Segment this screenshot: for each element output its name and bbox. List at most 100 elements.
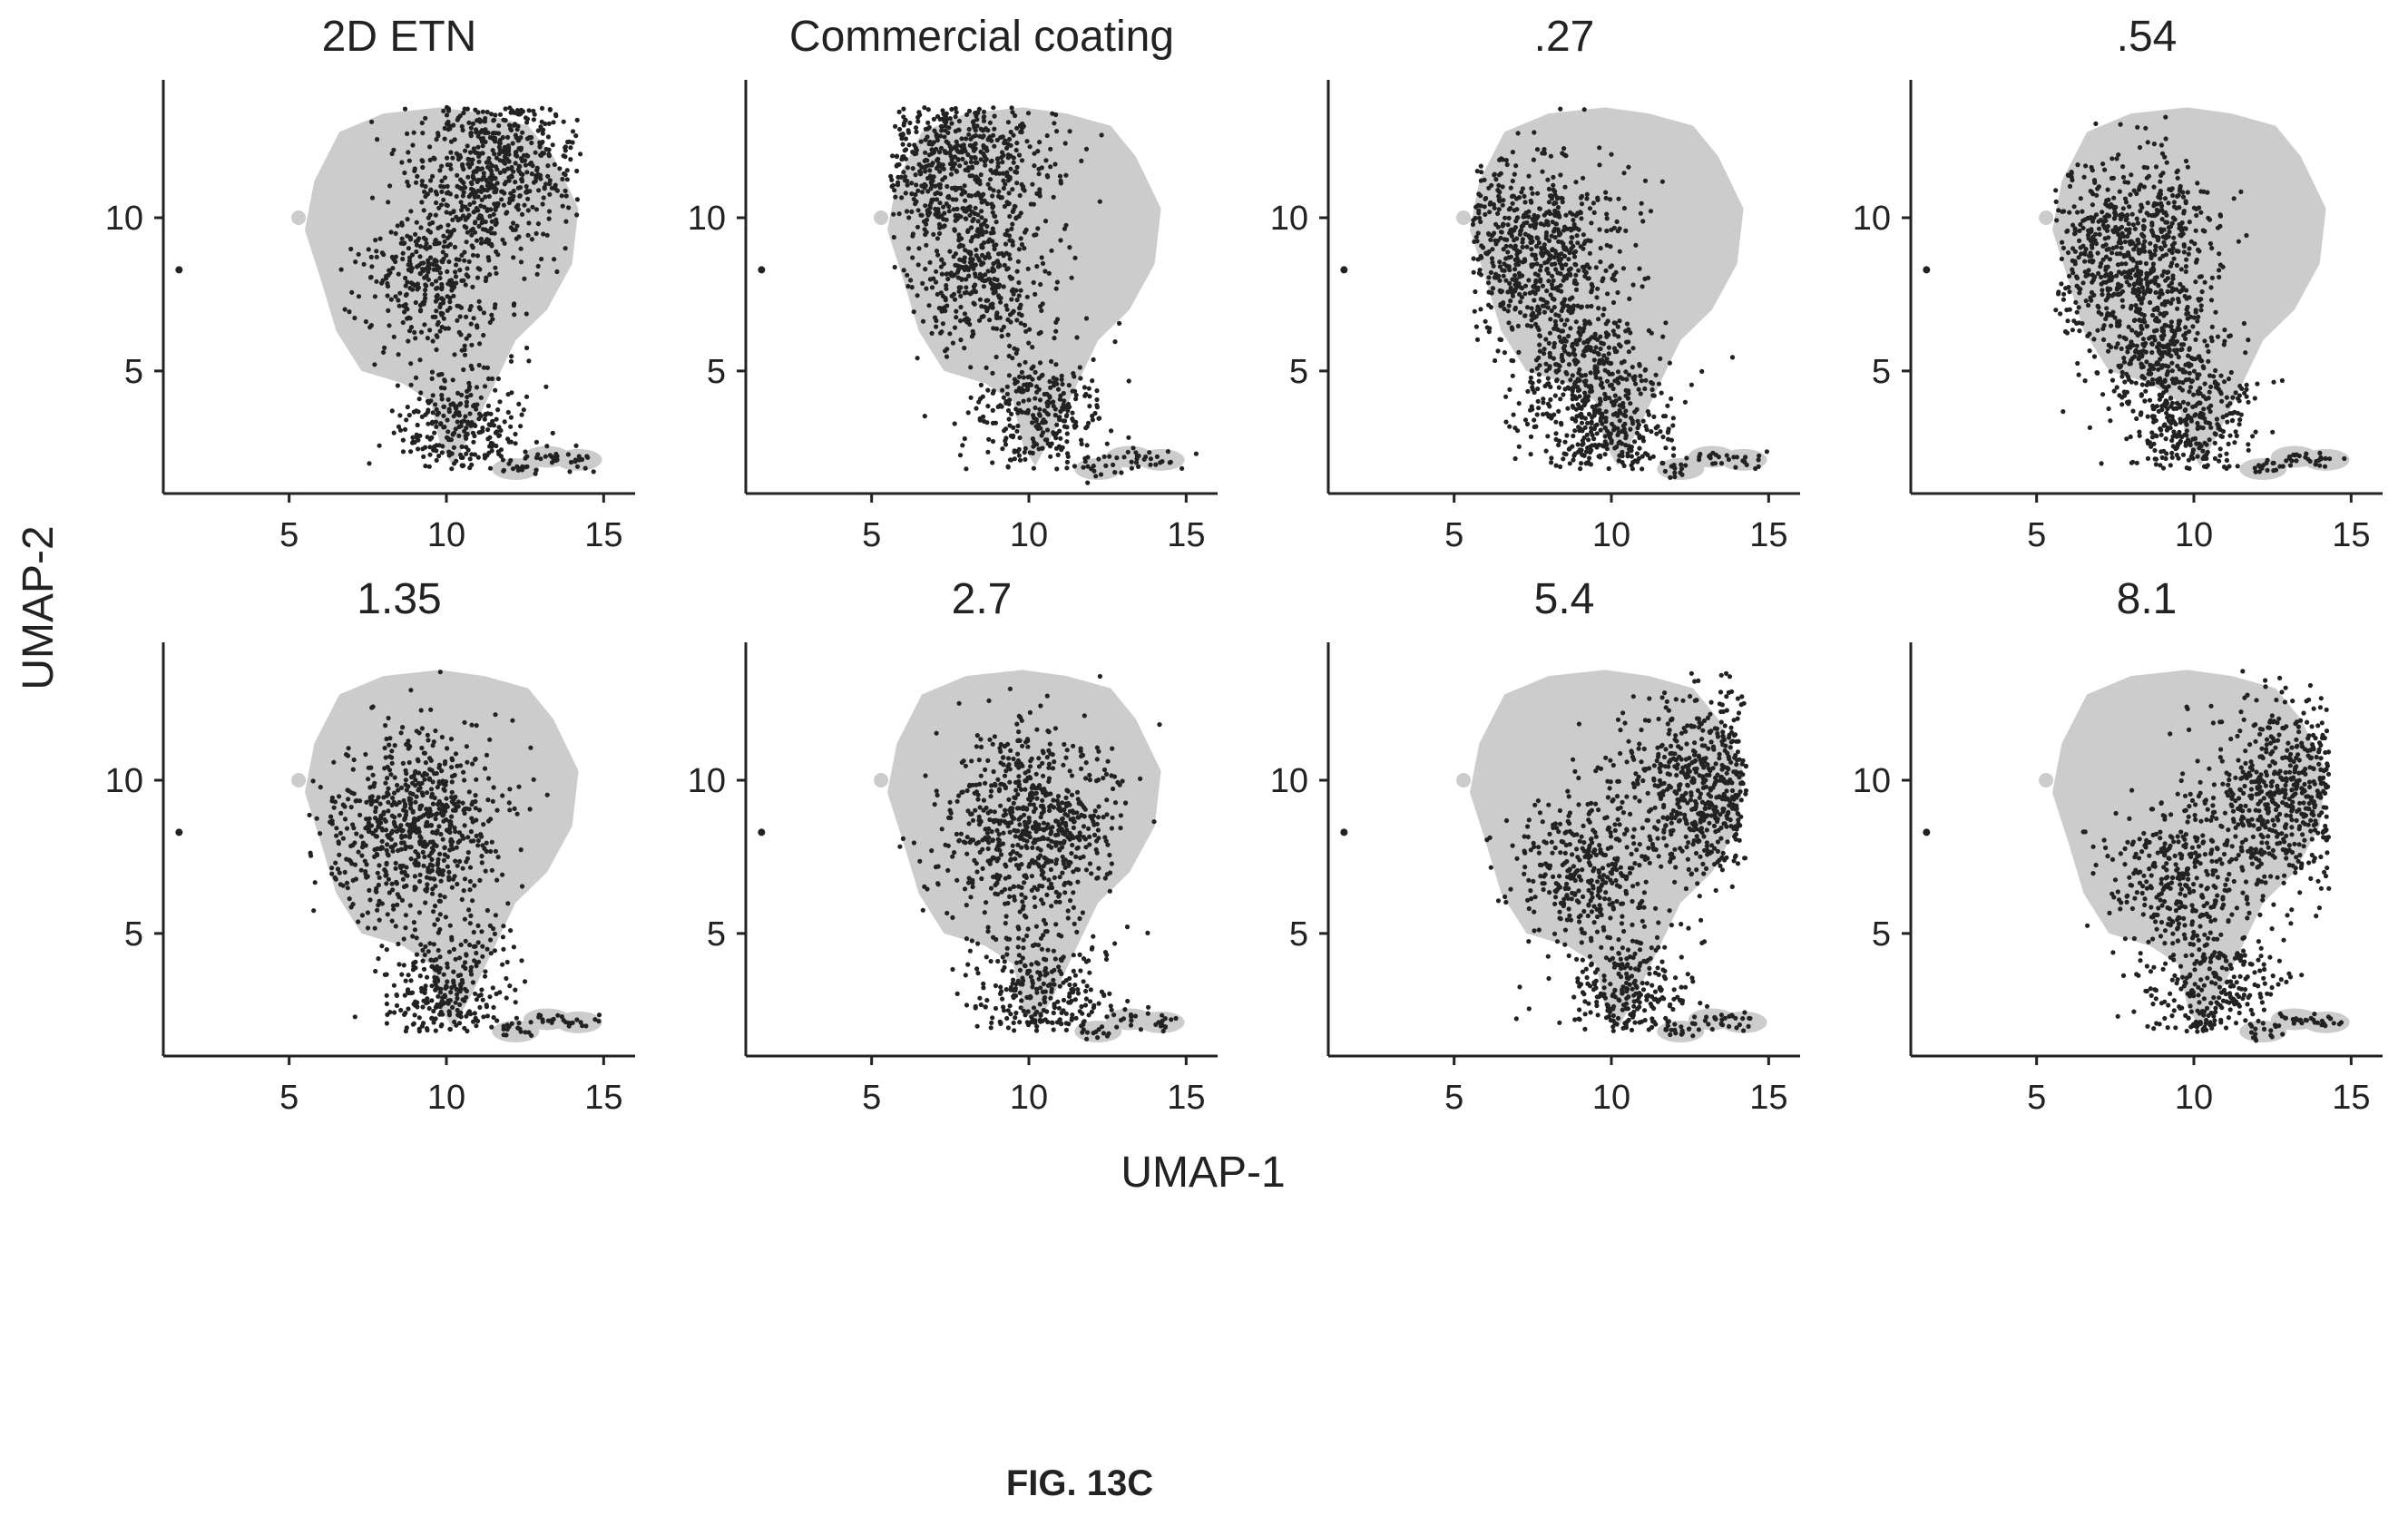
cell-point: [1487, 210, 1493, 215]
background-cells-outlier: [2039, 210, 2054, 225]
cell-point: [2134, 460, 2139, 465]
cell-point: [2076, 320, 2081, 326]
cell-point: [992, 246, 997, 252]
cell-point: [1557, 334, 1562, 339]
cell-point: [927, 173, 933, 179]
cell-point: [2140, 223, 2146, 229]
cell-point: [511, 188, 516, 194]
cell-point: [1007, 176, 1013, 181]
cell-point: [950, 197, 955, 202]
cell-point: [1547, 193, 1553, 199]
cell-point: [2164, 385, 2169, 390]
cell-point: [2119, 245, 2124, 250]
cell-point: [2090, 272, 2095, 278]
cell-point: [920, 280, 925, 286]
cell-point: [990, 420, 996, 425]
cell-point: [980, 394, 985, 399]
cell-point: [2202, 279, 2207, 285]
cell-point: [1697, 454, 1702, 460]
cell-point: [950, 340, 955, 346]
cell-point: [470, 252, 476, 258]
cell-point: [502, 240, 507, 246]
cell-point: [408, 269, 414, 274]
cell-point: [1486, 329, 1492, 335]
cell-point: [1109, 428, 1114, 434]
cell-point: [2162, 422, 2168, 427]
cell-point: [2243, 350, 2248, 356]
cell-point: [2190, 324, 2196, 329]
cell-point: [1507, 424, 1512, 429]
cell-point: [432, 430, 437, 435]
cell-point: [454, 280, 459, 286]
cell-point: [1032, 163, 1037, 169]
cell-point: [1571, 254, 1578, 259]
cell-point: [1129, 465, 1134, 471]
cell-point: [1510, 178, 1515, 184]
cell-point: [943, 123, 948, 129]
cell-point: [946, 125, 952, 131]
cell-point: [1708, 453, 1713, 458]
cell-point: [1470, 221, 1476, 227]
cell-point: [540, 131, 545, 136]
cell-point: [2185, 316, 2190, 321]
cell-point: [1580, 428, 1585, 434]
cell-point: [1626, 349, 1631, 355]
cell-point: [464, 240, 469, 245]
cell-point: [2064, 308, 2070, 313]
cell-point: [420, 131, 426, 136]
cell-point: [1599, 413, 1604, 418]
cell-point: [1009, 238, 1014, 243]
cell-point: [540, 127, 545, 132]
cell-point: [402, 426, 408, 432]
cell-point: [984, 201, 990, 207]
cell-point: [1604, 442, 1610, 447]
cell-point: [1612, 278, 1618, 283]
cell-point: [910, 233, 915, 239]
cell-point: [2104, 228, 2110, 233]
cell-point: [2187, 346, 2192, 351]
cell-point: [2144, 270, 2149, 276]
cell-point: [2139, 382, 2145, 387]
cell-point: [2130, 408, 2136, 414]
cell-point: [1025, 410, 1031, 416]
cell-point: [1551, 297, 1557, 302]
cell-point: [2091, 337, 2097, 342]
cell-point: [433, 419, 439, 425]
cell-point: [466, 193, 472, 200]
cell-point: [2205, 449, 2210, 455]
cell-point: [477, 117, 483, 122]
cell-point: [1712, 461, 1718, 466]
cell-point: [981, 133, 986, 139]
cell-point: [560, 176, 565, 181]
cell-point: [424, 273, 429, 279]
cell-point: [992, 113, 997, 119]
cell-point: [956, 289, 962, 294]
cell-point: [2202, 381, 2207, 386]
cell-point: [947, 161, 953, 167]
cell-point: [2153, 164, 2159, 170]
cell-point: [1570, 388, 1575, 394]
cell-point: [1538, 263, 1543, 269]
cell-point: [1617, 318, 1622, 324]
cell-point: [476, 362, 482, 368]
cell-point: [2168, 224, 2174, 230]
cell-point: [1596, 454, 1601, 459]
cell-point: [1579, 193, 1585, 199]
cell-point: [471, 170, 476, 175]
cell-point: [1053, 319, 1059, 325]
cell-point: [414, 242, 420, 248]
cell-point: [1503, 419, 1509, 425]
cell-point: [503, 118, 508, 123]
cell-point: [1012, 203, 1017, 209]
cell-point: [954, 206, 960, 211]
cell-point: [434, 200, 439, 206]
cell-point: [466, 333, 472, 338]
cell-point: [2070, 177, 2075, 183]
cell-point: [1006, 373, 1012, 378]
cell-point: [484, 275, 489, 280]
cell-point: [470, 245, 475, 250]
cell-point: [2188, 454, 2194, 459]
cell-point: [938, 145, 945, 151]
cell-point: [464, 399, 470, 405]
cell-point: [913, 201, 918, 207]
